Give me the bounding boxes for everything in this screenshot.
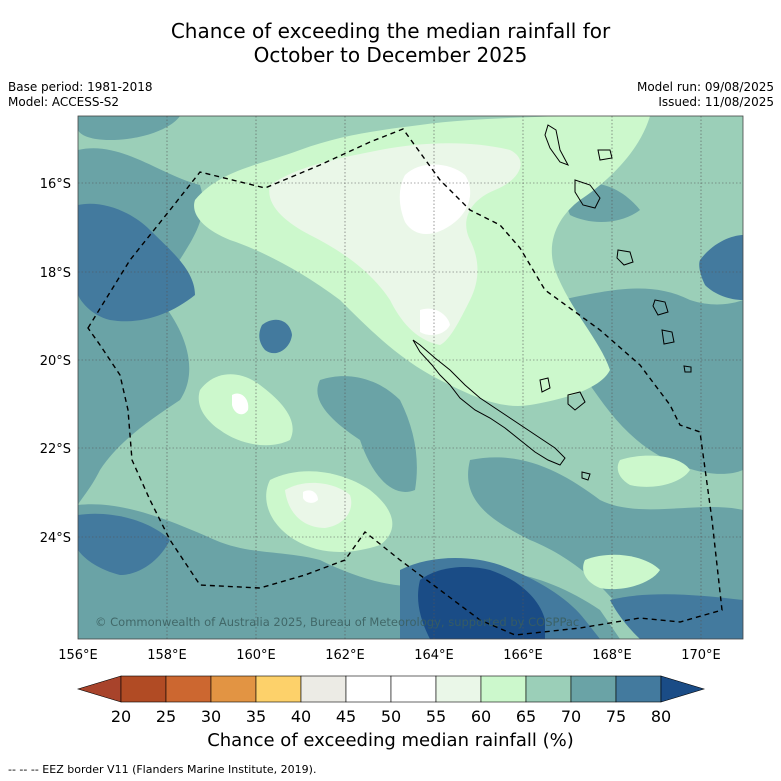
lon-label: 170°E [681, 648, 721, 663]
colorbar-tick-label: 50 [381, 707, 401, 726]
lon-label: 164°E [414, 648, 454, 663]
meta-left: Base period: 1981-2018 Model: ACCESS-S2 [8, 80, 153, 110]
colorbar-segment [525, 675, 572, 703]
vanuatu-island-efate [597, 149, 613, 161]
colorbar-tick-label: 65 [516, 707, 536, 726]
colorbar-label: Chance of exceeding median rainfall (%) [207, 730, 574, 751]
island-east-3 [683, 365, 692, 373]
colorbar-segment [435, 675, 482, 703]
vanuatu-islands-north [544, 124, 570, 166]
island-east-1 [652, 299, 669, 316]
eez-border [87, 128, 723, 636]
longitude-labels: 156°E 158°E 160°E 162°E 164°E 166°E 168°… [58, 648, 721, 663]
region-60-65-southeast [583, 554, 660, 590]
colorbar-segment [570, 675, 617, 703]
colorbar-segment [615, 675, 662, 703]
colorbar-segment [120, 675, 167, 703]
colorbar-segment [480, 675, 527, 703]
lat-label: 24°S [40, 531, 71, 546]
chart-title: Chance of exceeding the median rainfall … [0, 19, 781, 67]
colorbar-tick-label: 80 [651, 707, 671, 726]
lat-label: 16°S [40, 177, 71, 192]
rainfall-map-area [78, 116, 743, 639]
loyalty-island-1 [539, 377, 551, 393]
region-75-80-east [699, 235, 743, 300]
region-70-75-east [556, 288, 743, 474]
colorbar-tick-label: 20 [111, 707, 131, 726]
colorbar-segment [390, 675, 437, 703]
new-caledonia-coastline [412, 339, 566, 466]
coastlines [412, 124, 692, 481]
model-name: Model: ACCESS-S2 [8, 95, 120, 109]
meta-right: Model run: 09/08/2025 Issued: 11/08/2025 [637, 80, 774, 110]
region-50-55-center [420, 308, 450, 336]
colorbar-tick-label: 35 [246, 707, 266, 726]
region-55-60-south [285, 482, 352, 528]
colorbar-tick-label: 40 [291, 707, 311, 726]
map-copyright: © Commonwealth of Australia 2025, Bureau… [95, 615, 579, 629]
region-70-75-center [317, 376, 417, 492]
region-70-75-southeast [468, 457, 743, 639]
colorbar-tick-label: 75 [606, 707, 626, 726]
colorbar-segment [300, 675, 347, 703]
region-75-80-west [78, 203, 195, 322]
title-line-2: October to December 2025 [253, 43, 528, 67]
lat-label: 22°S [40, 442, 71, 457]
region-60-65-east [617, 455, 690, 487]
lon-label: 158°E [147, 648, 187, 663]
colorbar-tick-label: 60 [471, 707, 491, 726]
colorbar-extension-low [76, 675, 122, 703]
vanuatu-islands-south [616, 249, 634, 266]
colorbar-extension-high [660, 675, 706, 703]
colorbar-segment [210, 675, 257, 703]
region-50-55-north [399, 164, 471, 234]
issued-date: Issued: 11/08/2025 [658, 95, 774, 109]
vanuatu-islands-mid [574, 179, 601, 209]
colorbar-segment [255, 675, 302, 703]
region-over-80-south [418, 567, 545, 639]
gridlines [78, 116, 743, 639]
colorbar: 20 25 30 35 40 45 50 55 60 65 70 75 80 [76, 675, 706, 726]
island-spot [581, 471, 591, 481]
lat-label: 18°S [40, 266, 71, 281]
region-75-80-spot [259, 319, 292, 354]
island-east-2 [661, 329, 675, 345]
loyalty-island-2 [567, 391, 586, 411]
colorbar-tick-label: 25 [156, 707, 176, 726]
lon-label: 162°E [325, 648, 365, 663]
colorbar-segment [165, 675, 212, 703]
region-50-55-west [232, 393, 249, 415]
lon-label: 160°E [236, 648, 276, 663]
map-frame [77, 115, 744, 640]
region-50-55-south [303, 490, 318, 503]
lat-label: 20°S [40, 354, 71, 369]
lon-label: 156°E [58, 648, 98, 663]
lon-label: 168°E [592, 648, 632, 663]
model-run: Model run: 09/08/2025 [636, 80, 774, 94]
colorbar-tick-label: 55 [426, 707, 446, 726]
region-75-80-southwest [78, 513, 170, 575]
eez-legend: -- -- -- EEZ border V11 (Flanders Marine… [8, 763, 317, 776]
colorbar-tick-label: 70 [561, 707, 581, 726]
title-line-1: Chance of exceeding the median rainfall … [170, 19, 611, 43]
lon-label: 166°E [503, 648, 543, 663]
colorbar-segment [345, 675, 392, 703]
region-75-80-southeast [610, 594, 743, 639]
latitude-labels: 16°S 18°S 20°S 22°S 24°S [40, 177, 71, 546]
colorbar-tick-label: 30 [201, 707, 221, 726]
colorbar-tick-label: 45 [336, 707, 356, 726]
region-70-75-northwest [78, 116, 180, 140]
base-period: Base period: 1981-2018 [8, 80, 153, 94]
